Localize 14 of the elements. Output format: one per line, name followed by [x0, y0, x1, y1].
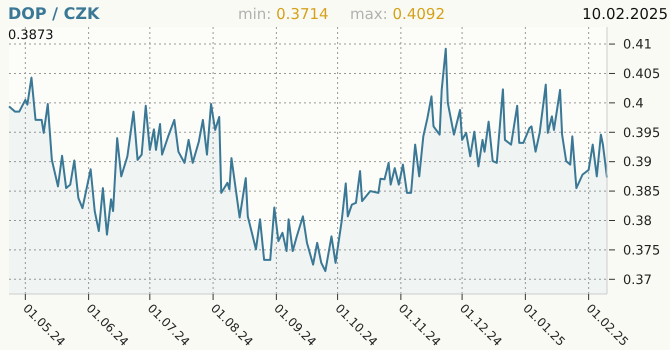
- y-tick-label: 0.405: [623, 67, 660, 82]
- y-tick-label: 0.39: [623, 155, 652, 170]
- chart-title: DOP / CZK: [8, 4, 100, 23]
- y-tick-label: 0.38: [623, 214, 652, 230]
- text: 10.02.2025: [582, 5, 668, 23]
- y-tick-label: 0.385: [623, 184, 660, 200]
- y-tick-label: 0.375: [623, 243, 660, 258]
- y-tick-label: 0.4: [623, 96, 644, 112]
- text: min: 0.3714: [238, 5, 329, 23]
- y-tick-label: 0.395: [623, 126, 660, 141]
- text: max: 0.4092: [350, 5, 445, 23]
- annotation: 0.3873: [8, 28, 54, 43]
- y-tick-label: 0.37: [623, 272, 652, 288]
- y-tick-label: 0.41: [623, 38, 652, 53]
